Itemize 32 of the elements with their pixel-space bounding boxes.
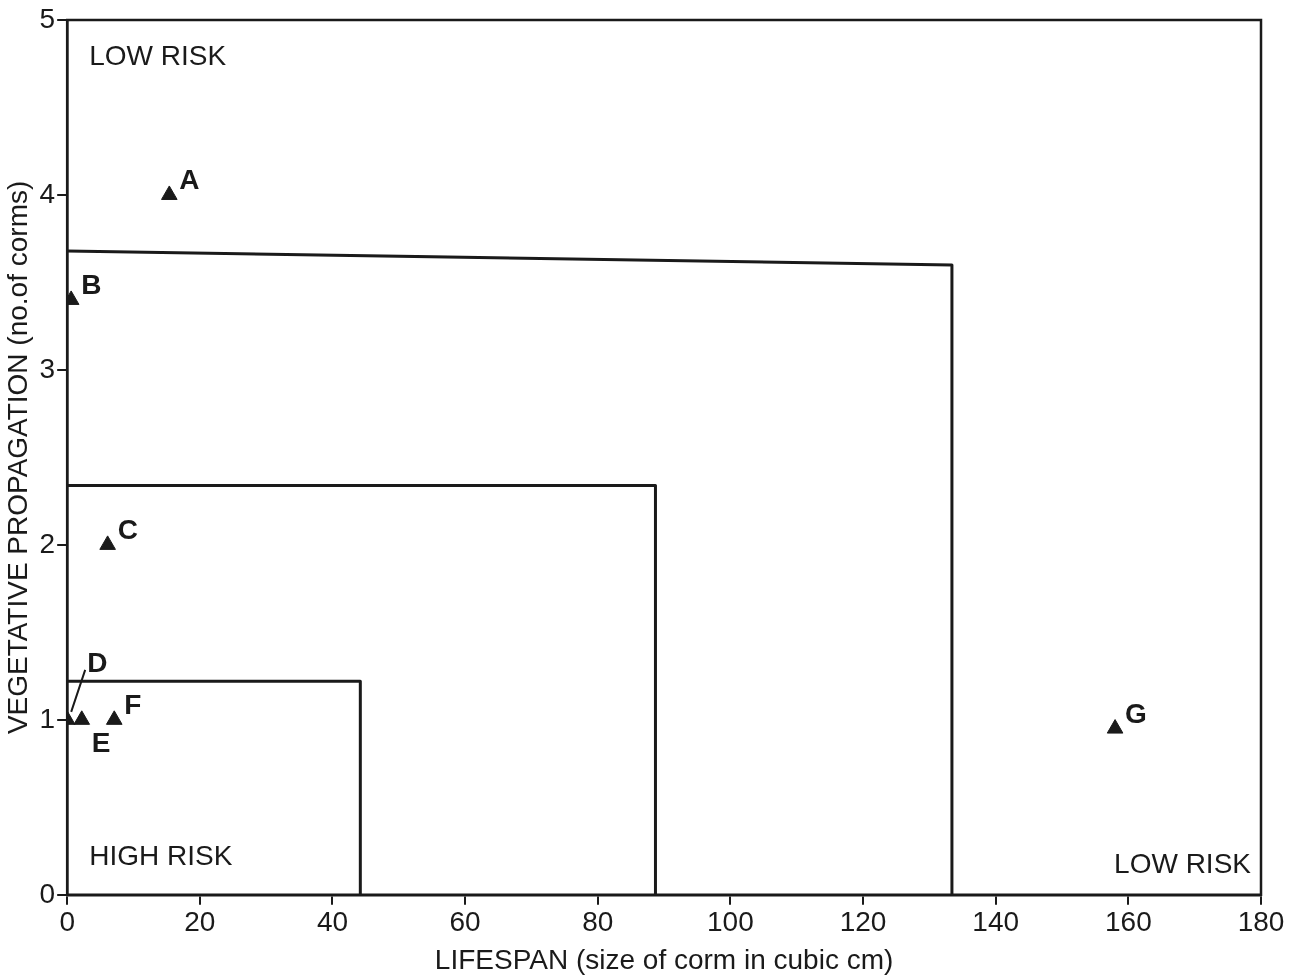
point (73, 710, 91, 725)
x-axis-title: LIFESPAN (size of corm in cubic cm) (434, 943, 894, 975)
x-tick-label: 60 (449, 906, 481, 938)
annotation: HIGH RISK (89, 839, 233, 871)
x-tick-label: 120 (839, 906, 887, 938)
annotation: LOW RISK (89, 40, 227, 71)
point (161, 185, 178, 200)
x-tick-label: 160 (1104, 906, 1152, 938)
point (1106, 719, 1124, 734)
data-label: A (179, 163, 200, 195)
y-tick-label: 5 (39, 2, 56, 34)
y-tick-label: 2 (39, 527, 56, 559)
y-tick-label: 1 (39, 702, 56, 734)
data-label: G (1125, 697, 1147, 729)
y-tick-label: 4 (39, 177, 56, 209)
y-axis-title: VEGETATIVE PROPAGATION (no.of corms) (1, 180, 33, 735)
x-tick-label: 100 (707, 906, 754, 938)
x-tick-label: 80 (582, 906, 614, 938)
point (99, 535, 116, 550)
data-label: F (124, 688, 142, 720)
point (105, 710, 123, 725)
y-tick-label: 3 (39, 352, 56, 384)
annotation: LOW RISK (1114, 847, 1252, 879)
x-tick-label: 180 (1237, 906, 1285, 938)
data-label: E (91, 726, 111, 758)
data-label: D (87, 646, 108, 678)
x-tick-label: 20 (184, 906, 216, 938)
data-label: C (117, 513, 138, 545)
y-tick-label: 0 (39, 877, 56, 909)
data-label: B (81, 268, 102, 300)
x-tick-label: 140 (972, 906, 1020, 938)
x-tick-label: 40 (316, 906, 349, 938)
